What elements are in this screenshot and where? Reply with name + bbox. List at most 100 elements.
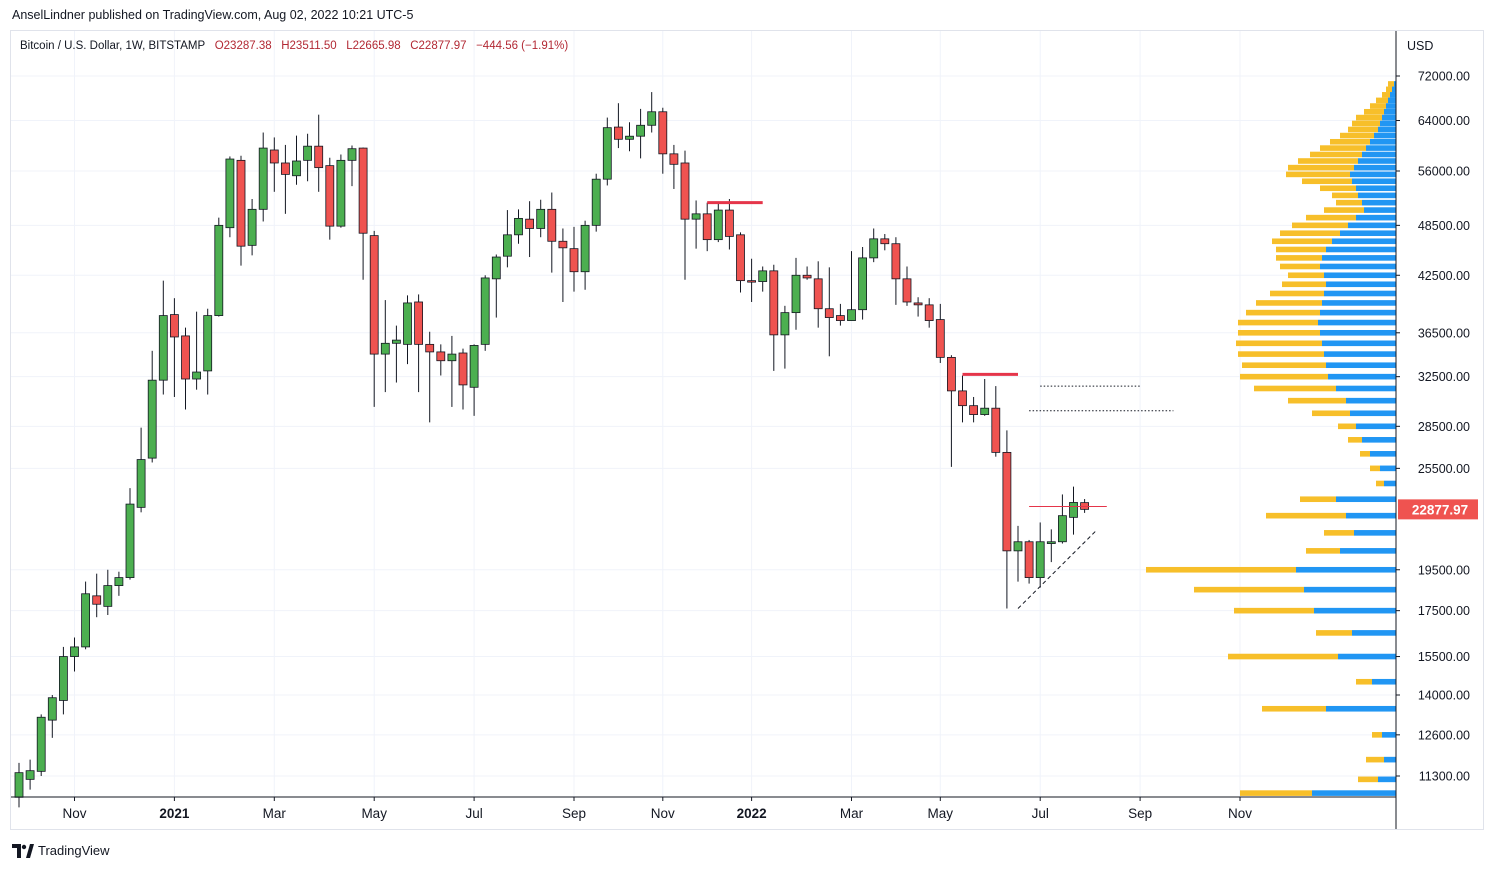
candle-body	[1035, 541, 1045, 578]
candle-body	[991, 407, 1001, 453]
vp-bar-up	[1340, 230, 1396, 237]
candle	[991, 386, 1001, 457]
candle-body	[1080, 502, 1089, 510]
vp-bar-up	[1386, 103, 1396, 109]
candle	[403, 295, 412, 365]
candle	[136, 427, 146, 513]
time-tick-label: 2021	[159, 806, 190, 821]
candle-body	[114, 577, 124, 586]
vp-bar-up	[1380, 465, 1396, 472]
candle	[169, 298, 179, 397]
tradingview-brand[interactable]: TradingView	[12, 843, 110, 858]
candle	[591, 173, 601, 232]
vp-bar-up	[1352, 630, 1396, 636]
candle	[669, 144, 679, 189]
candle	[780, 305, 790, 369]
candle-body	[647, 111, 657, 126]
candle-body	[336, 159, 346, 227]
price-tick-label: 25500.00	[1418, 462, 1470, 476]
vp-bar-down	[1146, 566, 1296, 573]
candle	[569, 226, 579, 292]
candle	[280, 144, 290, 214]
vp-bar-down	[1254, 385, 1336, 392]
time-tick-label: Nov	[651, 806, 675, 821]
vp-bar-down	[1236, 340, 1322, 347]
chart-frame	[10, 30, 1484, 830]
candle-body	[502, 234, 512, 257]
candle-body	[25, 770, 35, 780]
candle-body	[802, 274, 812, 279]
candle-body	[669, 153, 679, 165]
vp-bar-up	[1318, 319, 1396, 326]
vp-bar-up	[1384, 108, 1396, 115]
vp-bar-up	[1378, 126, 1396, 133]
vp-bar-down	[1246, 309, 1320, 316]
candle-body	[125, 503, 135, 578]
vp-bar-up	[1320, 263, 1396, 270]
candle	[25, 759, 35, 790]
vp-bar-down	[1340, 132, 1374, 139]
candle-body	[280, 162, 290, 175]
vp-bar-down	[1310, 151, 1362, 158]
vp-bar-down	[1266, 512, 1346, 519]
candle	[269, 137, 279, 192]
vp-bar-up	[1346, 397, 1396, 404]
candle-body	[902, 278, 912, 303]
candle-body	[147, 379, 157, 459]
candle-body	[702, 213, 712, 241]
dashed-trendline[interactable]	[1017, 530, 1097, 609]
candle-body	[458, 352, 468, 386]
candle-body	[514, 217, 523, 236]
vp-bar-up	[1384, 480, 1396, 487]
vp-bar-up	[1336, 496, 1396, 503]
candle	[114, 571, 124, 596]
vp-bar-down	[1298, 158, 1358, 164]
vp-bar-down	[1306, 548, 1340, 554]
vp-bar-up	[1370, 451, 1396, 457]
vp-bar-down	[1324, 207, 1364, 213]
candle-body	[713, 209, 723, 241]
candle-body	[447, 353, 457, 362]
price-tick-label: 32500.00	[1418, 370, 1470, 384]
candle	[469, 344, 479, 416]
candle	[1002, 430, 1012, 609]
vp-bar-up	[1354, 164, 1396, 171]
candle	[214, 217, 224, 317]
last-price-label: 22877.97	[1412, 502, 1468, 517]
candle-body	[847, 309, 856, 321]
publisher-line: AnselLindner published on TradingView.co…	[12, 8, 414, 22]
candle	[247, 199, 257, 256]
legend-symbol[interactable]: Bitcoin / U.S. Dollar, 1W, BITSTAMP	[20, 40, 206, 52]
time-tick-label: Nov	[1228, 806, 1252, 821]
vp-bar-up	[1378, 776, 1396, 783]
candle-body	[691, 213, 701, 220]
vp-bar-up	[1382, 114, 1396, 121]
vp-bar-down	[1376, 97, 1388, 104]
vp-bar-up	[1348, 222, 1396, 229]
vp-bar-down	[1240, 790, 1312, 796]
candle-body	[935, 319, 945, 358]
vp-bar-down	[1360, 451, 1370, 457]
candle	[425, 331, 435, 423]
candle	[458, 348, 468, 410]
candle-body	[480, 277, 490, 345]
candle	[924, 298, 934, 328]
candle-body	[225, 158, 235, 229]
candle-body	[558, 240, 568, 249]
candle-body	[292, 160, 301, 177]
vp-bar-down	[1288, 164, 1354, 171]
vp-bar-down	[1302, 178, 1352, 185]
candle	[680, 150, 690, 280]
vp-bar-up	[1332, 238, 1396, 245]
candle-body	[580, 224, 590, 273]
vp-bar-down	[1238, 329, 1320, 336]
vp-bar-down	[1352, 120, 1380, 127]
vp-bar-up	[1372, 678, 1396, 685]
candle-body	[347, 148, 357, 161]
time-tick-label: Mar	[263, 806, 287, 821]
vp-bar-up	[1296, 566, 1396, 573]
candle-body	[70, 646, 79, 657]
vp-bar-down	[1376, 480, 1384, 487]
vp-bar-down	[1288, 272, 1324, 279]
